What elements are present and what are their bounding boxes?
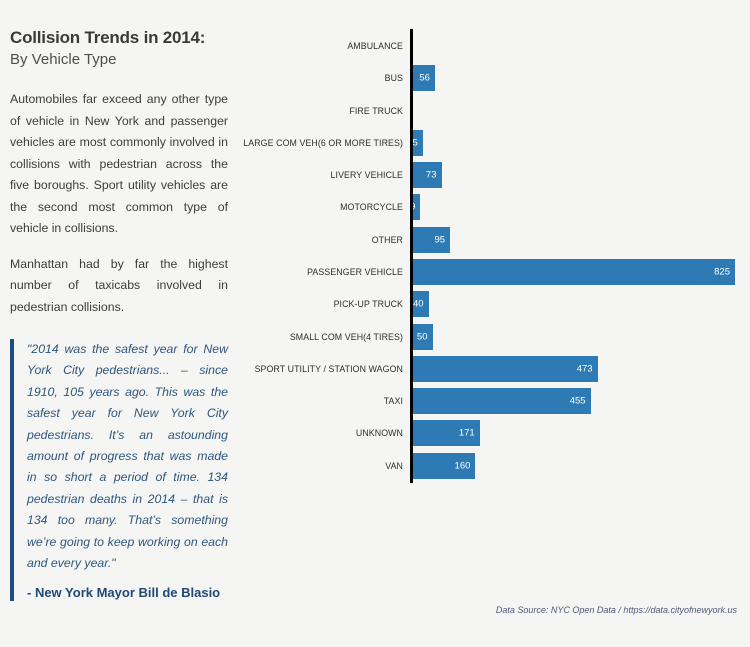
category-label: OTHER (371, 234, 403, 245)
bar-zone: 95 (413, 226, 747, 253)
category-label: UNKNOWN (355, 428, 403, 439)
chart-row: AMBULANCE (243, 30, 747, 62)
category-label: SPORT UTILITY / STATION WAGON (254, 363, 403, 374)
bar-van: 160 (413, 452, 476, 479)
bar-zone: 25 (413, 129, 747, 156)
bar-taxi: 455 (413, 388, 591, 415)
chart-rows: AMBULANCE BUS 56 FIRE TRUCK LARGE COM VEH(6 … (243, 30, 747, 482)
chart-row: PICK-UP TRUCK 40 (243, 288, 747, 320)
chart-row: SPORT UTILITY / STATION WAGON 473 (243, 353, 747, 385)
category-label: PASSENGER VEHICLE (307, 266, 403, 277)
chart-row: TAXI 455 (243, 385, 747, 417)
bar-pick-up-truck: 40 (413, 291, 429, 318)
category-label: LIVERY VEHICLE (330, 170, 403, 181)
bar-value-label: 73 (425, 169, 437, 181)
bar-value-label: 455 (569, 395, 586, 407)
bar-value-label: 19 (413, 202, 415, 213)
bar-unknown: 171 (413, 420, 480, 447)
bar-large-com-veh-6-or-more-tires: 25 (413, 129, 423, 156)
category-label: LARGE COM VEH(6 OR MORE TIRES) (243, 137, 403, 148)
text-panel: Collision Trends in 2014: By Vehicle Typ… (10, 28, 228, 602)
bar-value-label: 473 (576, 363, 593, 375)
chart-row: LIVERY VEHICLE 73 (243, 159, 747, 191)
chart-row: UNKNOWN 171 (243, 417, 747, 449)
manhattan-paragraph: Manhattan had by far the highest number … (10, 256, 228, 314)
quote-attribution: - New York Mayor Bill de Blasio (27, 585, 221, 601)
bar-zone (413, 98, 747, 124)
bar-zone: 455 (413, 388, 747, 415)
bar-zone: 19 (413, 194, 747, 221)
bar-zone: 56 (413, 65, 747, 92)
category-label: BUS (384, 73, 403, 84)
mayor-quote-block: "2014 was the safest year for New York C… (10, 339, 228, 602)
bar-zone: 160 (413, 452, 747, 479)
bar-value-label: 40 (413, 298, 424, 310)
chart-row: VAN 160 (243, 449, 747, 481)
page-title: Collision Trends in 2014: (10, 28, 206, 47)
category-label: FIRE TRUCK (349, 105, 403, 116)
category-label: PICK-UP TRUCK (333, 299, 403, 310)
mayor-quote-text: "2014 was the safest year for New York C… (27, 342, 228, 571)
chart-row: LARGE COM VEH(6 OR MORE TIRES) 25 (243, 127, 747, 159)
chart-row: PASSENGER VEHICLE 825 (243, 256, 747, 288)
bar-zone (413, 33, 747, 59)
bar-zone: 40 (413, 291, 747, 318)
category-label: TAXI (383, 396, 403, 407)
bar-passenger-vehicle: 825 (413, 258, 735, 285)
chart-row: SMALL COM VEH(4 TIRES) 50 (243, 320, 747, 352)
bar-value-label: 171 (458, 427, 475, 439)
collision-bar-chart: AMBULANCE BUS 56 FIRE TRUCK LARGE COM VEH(6 … (243, 29, 747, 483)
chart-row: MOTORCYCLE 19 (243, 191, 747, 223)
bar-zone: 50 (413, 323, 747, 350)
bar-zone: 73 (413, 162, 747, 189)
page-subtitle: By Vehicle Type (10, 51, 117, 68)
bar-zone: 473 (413, 355, 747, 382)
bar-small-com-veh-4-tires: 50 (413, 323, 433, 350)
chart-row: BUS 56 (243, 62, 747, 94)
y-axis-line (410, 29, 413, 483)
category-label: VAN (385, 460, 403, 471)
bar-other: 95 (413, 226, 451, 253)
bar-motorcycle: 19 (413, 194, 421, 221)
data-source-note: Data Source: NYC Open Data / https://dat… (495, 605, 737, 615)
bar-livery-vehicle: 73 (413, 162, 442, 189)
bar-bus: 56 (413, 65, 435, 92)
category-label: SMALL COM VEH(4 TIRES) (289, 331, 403, 342)
bar-value-label: 25 (413, 137, 418, 149)
chart-row: OTHER 95 (243, 224, 747, 256)
bar-zone: 825 (413, 258, 747, 285)
bar-zone: 171 (413, 420, 747, 447)
bar-value-label: 825 (714, 266, 730, 278)
bar-value-label: 95 (434, 234, 446, 246)
chart-row: FIRE TRUCK (243, 95, 747, 127)
bar-sport-utility-station-wagon: 473 (413, 355, 598, 382)
category-label: MOTORCYCLE (340, 202, 403, 213)
bar-value-label: 56 (419, 72, 430, 84)
bar-value-label: 50 (416, 331, 428, 343)
category-label: AMBULANCE (347, 41, 403, 52)
intro-paragraph: Automobiles far exceed any other type of… (10, 92, 228, 235)
bar-value-label: 160 (454, 460, 471, 472)
